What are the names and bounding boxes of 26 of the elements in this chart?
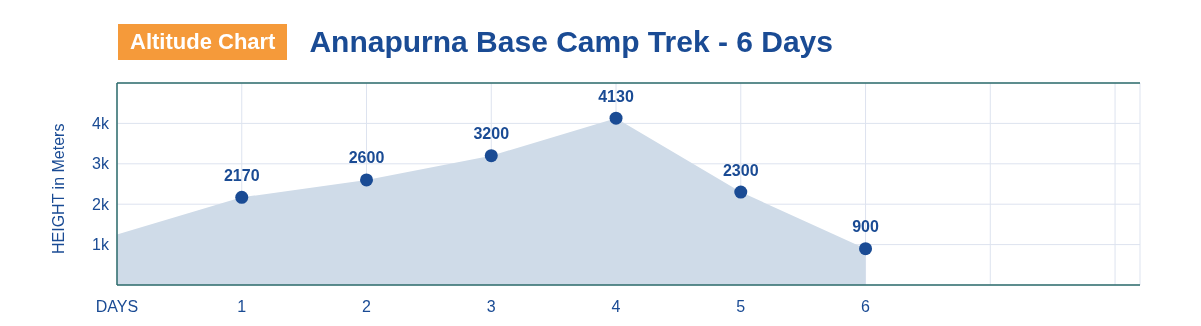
- point: [734, 185, 748, 199]
- point: [609, 111, 623, 125]
- y-tick-label: 4k: [92, 115, 110, 133]
- y-tick-label: 1k: [92, 236, 110, 254]
- x-tick-label: DAYS: [95, 298, 139, 316]
- x-tick-label: 3: [486, 298, 496, 316]
- chart-title: Annapurna Base Camp Trek - 6 Days: [309, 24, 833, 59]
- point: [859, 242, 873, 256]
- y-tick-label: 3k: [92, 155, 110, 173]
- y-tick-label: 2k: [92, 195, 110, 213]
- x-tick-label: 1: [237, 298, 247, 316]
- data-label: 2170: [223, 166, 260, 184]
- x-tick-label: 2: [362, 298, 372, 316]
- data-label: 900: [852, 218, 879, 236]
- data-label: 2600: [348, 149, 385, 167]
- point: [235, 190, 249, 204]
- x-tick-label: 5: [736, 298, 746, 316]
- chart-subtitle: Altitude Chart: [118, 23, 288, 60]
- data-label: 4130: [598, 87, 634, 105]
- point: [360, 173, 374, 187]
- x-tick-label: 4: [611, 298, 621, 316]
- y-axis-title: HEIGHT in Meters: [49, 123, 67, 254]
- x-tick-label: 6: [861, 298, 871, 316]
- data-label: 2300: [722, 161, 759, 179]
- point: [484, 149, 498, 163]
- data-label: 3200: [473, 125, 510, 143]
